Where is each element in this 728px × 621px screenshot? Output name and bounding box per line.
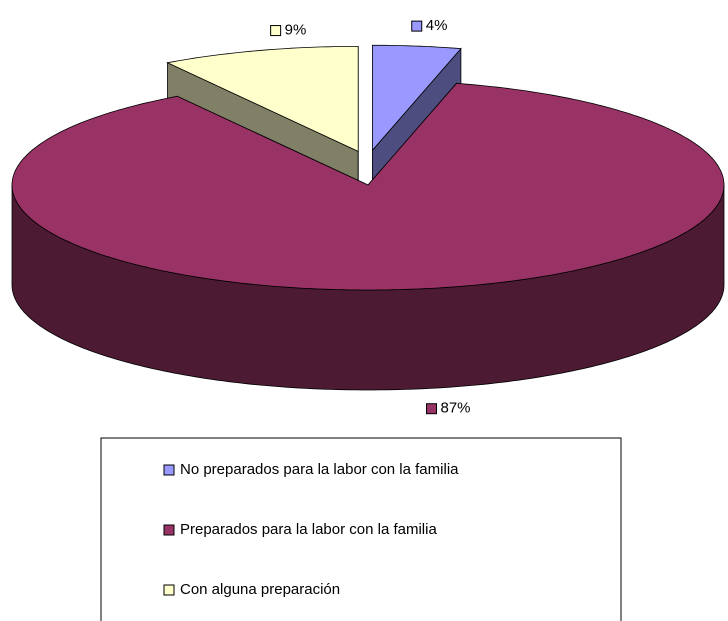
data-label: 87% <box>441 400 471 417</box>
slice <box>11 82 725 291</box>
legend-key <box>163 584 175 596</box>
label-key <box>411 20 423 32</box>
slice <box>166 46 359 153</box>
legend-box <box>100 437 622 621</box>
legend-label: Con alguna preparación <box>180 581 340 598</box>
data-label: 9% <box>285 22 307 39</box>
legend-label: Preparados para la labor con la familia <box>180 521 437 538</box>
slice <box>371 44 462 152</box>
legend-key <box>163 464 175 476</box>
legend-label: No preparados para la labor con la famil… <box>180 461 459 478</box>
label-key <box>426 403 438 415</box>
label-key <box>270 25 282 37</box>
data-label: 4% <box>426 17 448 34</box>
legend-key <box>163 524 175 536</box>
